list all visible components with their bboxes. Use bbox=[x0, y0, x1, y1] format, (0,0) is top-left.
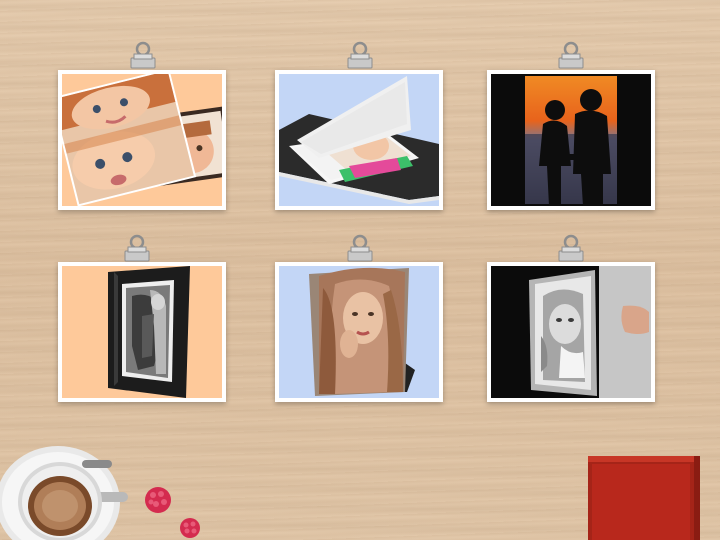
photo-card-3[interactable] bbox=[487, 70, 655, 210]
photo-card-6[interactable] bbox=[487, 262, 655, 402]
photo-card-5[interactable] bbox=[275, 262, 443, 402]
raspberry-icon bbox=[178, 516, 202, 540]
framed-horse-image bbox=[62, 266, 222, 398]
binder-clip-icon bbox=[556, 233, 586, 263]
metal-print-image bbox=[491, 266, 651, 398]
coffee-cup-icon bbox=[0, 430, 140, 540]
binder-clip-icon bbox=[345, 233, 375, 263]
photo-card-2[interactable] bbox=[275, 70, 443, 210]
photo-card-1[interactable] bbox=[58, 70, 226, 210]
binder-clip-icon bbox=[345, 40, 375, 70]
photo-card-4[interactable] bbox=[58, 262, 226, 402]
silhouette-canvas-image bbox=[491, 74, 651, 206]
red-book-icon bbox=[588, 456, 700, 540]
photobook-open-image bbox=[279, 74, 439, 206]
raspberry-icon bbox=[142, 484, 174, 516]
photobook-children-image bbox=[62, 74, 222, 206]
binder-clip-icon bbox=[122, 233, 152, 263]
binder-clip-icon bbox=[556, 40, 586, 70]
standing-portrait-image bbox=[279, 266, 439, 398]
binder-clip-icon bbox=[128, 40, 158, 70]
